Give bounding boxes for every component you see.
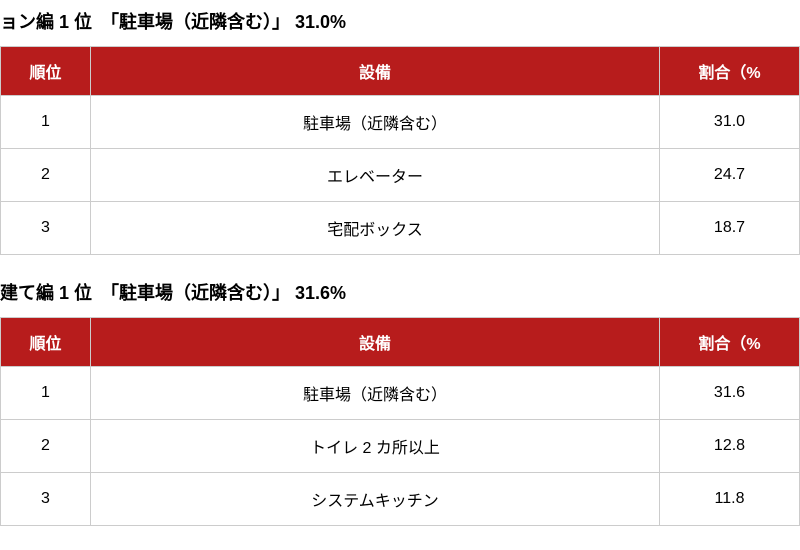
table-row: 2 エレベーター 24.7 — [1, 149, 800, 202]
ranking-section-2: 建て編 1 位 「駐車場（近隣含む）」 31.6% 順位 設備 割合（% 1 駐… — [0, 271, 800, 526]
cell-rank: 2 — [1, 420, 91, 473]
col-header-ratio: 割合（% — [660, 47, 800, 96]
cell-facility: 駐車場（近隣含む） — [91, 367, 660, 420]
table-row: 3 宅配ボックス 18.7 — [1, 202, 800, 255]
table-row: 3 システムキッチン 11.8 — [1, 473, 800, 526]
ranking-section-1: ョン編 1 位 「駐車場（近隣含む）」 31.0% 順位 設備 割合（% 1 駐… — [0, 0, 800, 255]
col-header-ratio: 割合（% — [660, 318, 800, 367]
col-header-facility: 設備 — [91, 318, 660, 367]
section-title: ョン編 1 位 「駐車場（近隣含む）」 31.0% — [0, 0, 800, 46]
cell-facility: システムキッチン — [91, 473, 660, 526]
cell-ratio: 24.7 — [660, 149, 800, 202]
cell-ratio: 31.6 — [660, 367, 800, 420]
col-header-facility: 設備 — [91, 47, 660, 96]
table-row: 2 トイレ 2 カ所以上 12.8 — [1, 420, 800, 473]
cell-ratio: 31.0 — [660, 96, 800, 149]
cell-ratio: 18.7 — [660, 202, 800, 255]
cell-rank: 1 — [1, 367, 91, 420]
cell-rank: 3 — [1, 473, 91, 526]
cell-facility: 駐車場（近隣含む） — [91, 96, 660, 149]
ranking-table: 順位 設備 割合（% 1 駐車場（近隣含む） 31.6 2 トイレ 2 カ所以上… — [0, 317, 800, 526]
table-header-row: 順位 設備 割合（% — [1, 318, 800, 367]
col-header-rank: 順位 — [1, 47, 91, 96]
cell-rank: 3 — [1, 202, 91, 255]
cell-rank: 2 — [1, 149, 91, 202]
table-row: 1 駐車場（近隣含む） 31.6 — [1, 367, 800, 420]
table-header-row: 順位 設備 割合（% — [1, 47, 800, 96]
ranking-table: 順位 設備 割合（% 1 駐車場（近隣含む） 31.0 2 エレベーター 24.… — [0, 46, 800, 255]
cell-ratio: 12.8 — [660, 420, 800, 473]
cell-rank: 1 — [1, 96, 91, 149]
cell-facility: 宅配ボックス — [91, 202, 660, 255]
table-row: 1 駐車場（近隣含む） 31.0 — [1, 96, 800, 149]
cell-facility: エレベーター — [91, 149, 660, 202]
col-header-rank: 順位 — [1, 318, 91, 367]
section-title: 建て編 1 位 「駐車場（近隣含む）」 31.6% — [0, 271, 800, 317]
cell-facility: トイレ 2 カ所以上 — [91, 420, 660, 473]
cell-ratio: 11.8 — [660, 473, 800, 526]
